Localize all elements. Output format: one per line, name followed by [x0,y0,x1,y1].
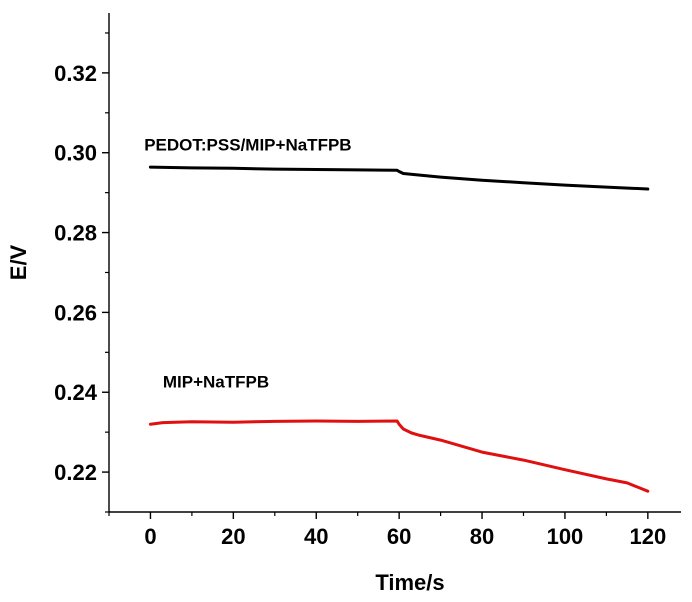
x-tick-label: 120 [629,524,666,549]
chart-axes: 0 20 40 60 80 100 120 0.22 0.24 0.26 0.28 0.30 0.32 [54,13,681,549]
y-tick-label: 0.26 [54,300,97,325]
x-axis-title: Time/s [375,570,444,595]
y-tick-label: 0.30 [54,141,97,166]
x-tick-label: 40 [304,524,328,549]
x-tick-label: 80 [470,524,494,549]
x-tick-label: 20 [221,524,245,549]
series-line-pedot-pss [148,165,650,191]
series-annotation-label: MIP+NaTFPB [163,372,269,391]
series-annotation-label: PEDOT:PSS/MIP+NaTFPB [144,136,351,155]
y-tick-label: 0.28 [54,221,97,246]
series-line-mip [148,419,650,493]
chart-annotations: PEDOT:PSS/MIP+NaTFPB MIP+NaTFPB [144,136,351,392]
y-tick-label: 0.32 [54,61,97,86]
x-tick-label: 60 [387,524,411,549]
y-axis-title: E/V [6,244,31,280]
y-tick-label: 0.22 [54,460,97,485]
y-tick-label: 0.24 [54,380,98,405]
x-tick-label: 0 [144,524,156,549]
x-tick-label: 100 [547,524,584,549]
chart-series-layer [148,165,650,493]
